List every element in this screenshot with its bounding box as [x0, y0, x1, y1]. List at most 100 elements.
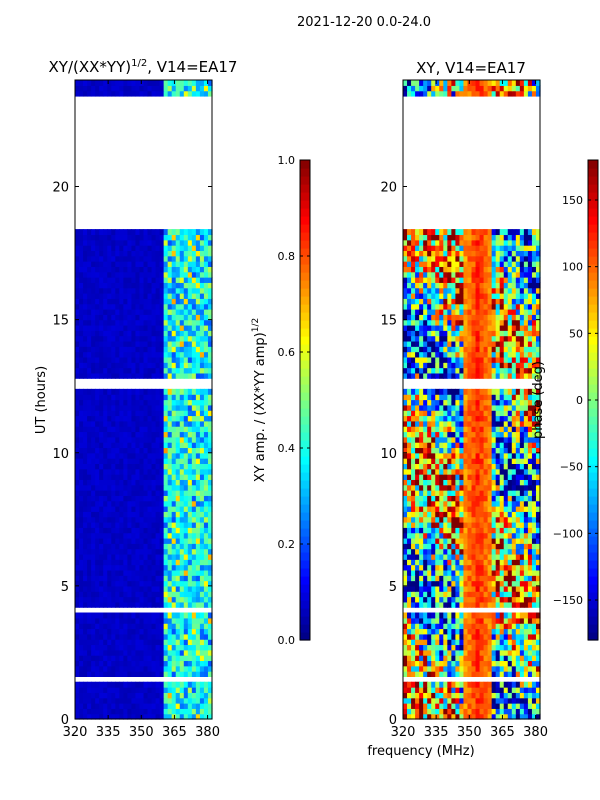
heatmap-cell — [95, 85, 100, 92]
heatmap-cell — [135, 346, 141, 353]
heatmap-cell — [83, 293, 88, 299]
heatmap-cell — [427, 612, 432, 619]
heatmap-cell — [435, 633, 440, 640]
heatmap-cell — [111, 490, 116, 496]
heatmap-cell — [79, 580, 84, 587]
heatmap-cell — [99, 644, 104, 651]
heatmap-cell — [195, 671, 201, 677]
heatmap-cell — [447, 479, 452, 486]
heatmap-cell — [119, 388, 124, 395]
heatmap-cell — [155, 500, 161, 507]
heatmap-cell — [439, 548, 444, 555]
heatmap-cell — [431, 452, 436, 459]
heatmap-cell — [191, 367, 197, 374]
heatmap-cell — [115, 388, 120, 395]
heatmap-cell — [187, 665, 193, 672]
heatmap-cell — [411, 495, 416, 502]
heatmap-cell — [111, 601, 116, 608]
heatmap-cell — [427, 596, 432, 603]
heatmap-cell — [183, 564, 189, 571]
heatmap-cell — [107, 479, 112, 486]
heatmap-cell — [127, 548, 133, 555]
heatmap-cell — [463, 474, 469, 480]
heatmap-cell — [79, 639, 84, 646]
heatmap-cell — [423, 484, 428, 491]
heatmap-cell — [143, 537, 149, 544]
heatmap-cell — [123, 245, 128, 251]
heatmap-cell — [99, 516, 104, 523]
heatmap-cell — [75, 708, 80, 715]
heatmap-cell — [155, 277, 161, 283]
heatmap-cell — [435, 671, 440, 677]
heatmap-cell — [175, 287, 181, 294]
heatmap-cell — [159, 314, 165, 321]
heatmap-cell — [119, 261, 124, 267]
heatmap-cell — [119, 601, 124, 608]
heatmap-cell — [75, 458, 80, 464]
heatmap-cell — [79, 703, 84, 709]
heatmap-cell — [479, 442, 485, 449]
heatmap-cell — [127, 490, 133, 496]
heatmap-cell — [483, 564, 489, 571]
heatmap-cell — [459, 655, 465, 662]
heatmap-cell — [179, 708, 185, 715]
heatmap-cell — [503, 527, 509, 534]
heatmap-cell — [163, 585, 169, 592]
heatmap-cell — [403, 468, 408, 475]
heatmap-cell — [431, 479, 436, 486]
heatmap-cell — [519, 623, 525, 630]
heatmap-cell — [131, 271, 137, 278]
heatmap-cell — [443, 431, 448, 438]
heatmap-cell — [459, 703, 465, 709]
heatmap-cell — [123, 543, 128, 550]
heatmap-cell — [423, 692, 428, 699]
heatmap-cell — [119, 521, 124, 528]
heatmap-cell — [535, 575, 541, 582]
heatmap-cell — [99, 426, 104, 433]
heatmap-cell — [107, 458, 112, 464]
heatmap-cell — [87, 330, 92, 337]
heatmap-cell — [195, 447, 201, 454]
heatmap-cell — [451, 713, 456, 720]
heatmap-cell — [75, 703, 80, 709]
heatmap-cell — [135, 655, 141, 662]
heatmap-cell — [179, 559, 185, 566]
heatmap-cell — [487, 575, 493, 582]
heatmap-cell — [459, 649, 465, 656]
heatmap-cell — [151, 298, 157, 305]
heatmap-cell — [191, 660, 197, 667]
heatmap-cell — [151, 628, 157, 635]
heatmap-cell — [431, 463, 436, 470]
heatmap-cell — [491, 436, 497, 443]
heatmap-cell — [527, 687, 533, 693]
heatmap-cell — [195, 330, 201, 337]
heatmap-cell — [151, 543, 157, 550]
heatmap-cell — [195, 665, 201, 672]
heatmap-cell — [475, 713, 481, 720]
heatmap-cell — [75, 356, 80, 363]
heatmap-cell — [191, 617, 197, 624]
heatmap-cell — [75, 569, 80, 576]
heatmap-cell — [199, 612, 205, 619]
heatmap-cell — [183, 324, 189, 331]
heatmap-cell — [171, 692, 177, 699]
heatmap-cell — [107, 569, 112, 576]
heatmap-cell — [503, 516, 509, 523]
heatmap-cell — [419, 671, 424, 677]
heatmap-cell — [531, 468, 537, 475]
heatmap-cell — [151, 612, 157, 619]
heatmap-cell — [135, 500, 141, 507]
heatmap-cell — [507, 655, 513, 662]
heatmap-cell — [519, 655, 525, 662]
heatmap-cell — [475, 628, 481, 635]
heatmap-cell — [415, 553, 420, 560]
heatmap-cell — [99, 527, 104, 534]
heatmap-cell — [419, 713, 424, 720]
heatmap-cell — [115, 308, 120, 315]
heatmap-cell — [527, 521, 533, 528]
heatmap-cell — [99, 346, 104, 353]
heatmap-cell — [147, 633, 153, 640]
heatmap-cell — [127, 474, 133, 480]
heatmap-cell — [75, 697, 80, 704]
heatmap-cell — [487, 468, 493, 475]
